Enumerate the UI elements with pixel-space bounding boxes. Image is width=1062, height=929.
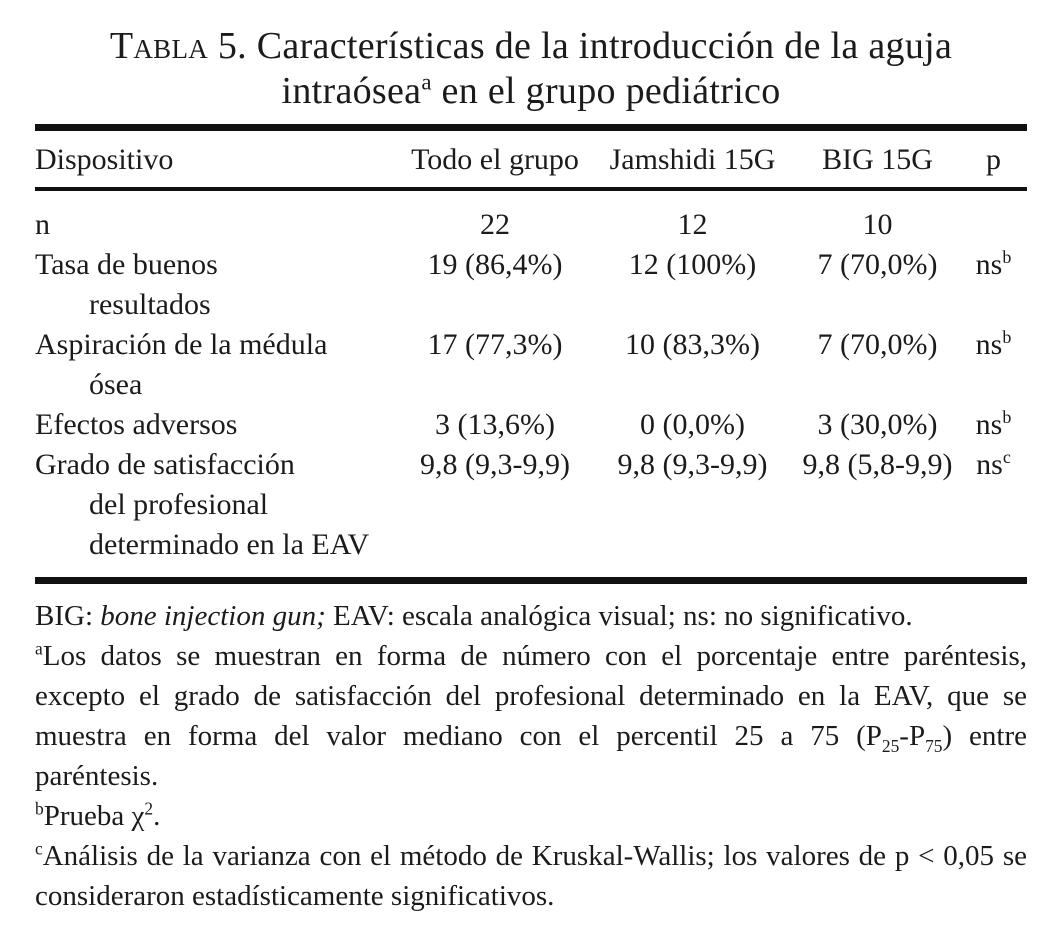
footnote-a-text-2: -P <box>899 720 926 752</box>
p-value-footnote-marker: c <box>1002 447 1011 467</box>
chi-squared-exponent: 2 <box>144 798 154 819</box>
row-label: Efectos adversos <box>35 405 400 445</box>
footnote-b: bPrueba χ2. <box>35 796 1027 836</box>
percentile-75-subscript: 75 <box>925 735 943 756</box>
row-label-line: n <box>35 208 50 241</box>
data-table: Dispositivo Todo el grupo Jamshidi 15G B… <box>35 124 1027 584</box>
cell-p-value: nsb <box>960 325 1027 405</box>
table-row-grado-satisfaccion: Grado de satisfacción del profesional de… <box>35 445 1027 581</box>
table-row-aspiracion-medula-osea: Aspiración de la médula ósea 17 (77,3%) … <box>35 325 1027 405</box>
p-value-text: ns <box>975 408 1003 441</box>
cell-p-value: nsb <box>960 245 1027 325</box>
col-header-todo-el-grupo: Todo el grupo <box>400 127 590 191</box>
col-header-big-15g: BIG 15G <box>795 127 960 191</box>
title-line2-post: en el grupo pediátrico <box>431 70 781 112</box>
col-header-jamshidi-15g: Jamshidi 15G <box>590 127 795 191</box>
footnote-a: aLos datos se muestran en forma de númer… <box>35 636 1027 796</box>
row-label: Grado de satisfacción del profesional de… <box>35 445 400 581</box>
cell-value: 19 (86,4%) <box>427 248 563 281</box>
col-header-p: p <box>960 127 1027 191</box>
p-value-text: ns <box>975 328 1003 361</box>
percentile-25-subscript: 25 <box>881 735 900 756</box>
footnote-a-text-1: Los datos se muestran en forma de número… <box>35 640 1027 752</box>
table-row-n: n 22 12 10 <box>35 189 1027 245</box>
cell-value: 9,8 (9,3-9,9) <box>617 448 768 481</box>
footnote-c-text: Análisis de la varianza con el método de… <box>35 840 1027 912</box>
row-label-line: del profesional <box>89 488 269 521</box>
table-title: Tabla 5. Características de la introducc… <box>35 24 1027 114</box>
cell-value: 9,8 (9,3-9,9) <box>420 448 570 481</box>
title-line2-pre: intraósea <box>281 70 422 112</box>
row-label-line: Tasa de buenos <box>35 248 218 281</box>
footnote-a-marker: a <box>35 638 43 659</box>
table-row-tasa-buenos-resultados: Tasa de buenos resultados 19 (86,4%) 12 … <box>35 245 1027 325</box>
p-value-text: ns <box>976 448 1003 481</box>
p-value-footnote-marker: b <box>1002 407 1012 427</box>
row-label-line: Efectos adversos <box>35 408 238 441</box>
footnote-b-marker: b <box>35 798 44 819</box>
cell-value: 12 <box>677 208 708 241</box>
footnote-b-text-1: Prueba χ <box>43 800 145 832</box>
cell-value: 22 <box>480 208 510 241</box>
row-label-line: Grado de satisfacción <box>35 448 295 481</box>
footnote-c-marker: c <box>35 838 43 859</box>
abbrev-post: EAV: escala analógica visual; ns: no sig… <box>325 600 913 632</box>
title-line-2: intraóseaa en el grupo pediátrico <box>35 69 1027 114</box>
p-value-text: ns <box>975 248 1003 281</box>
table-row-efectos-adversos: Efectos adversos 3 (13,6%) 0 (0,0%) 3 (3… <box>35 405 1027 445</box>
cell-p-value: nsb <box>960 405 1027 445</box>
cell-value: 17 (77,3%) <box>427 328 563 361</box>
cell-value: 0 (0,0%) <box>640 408 745 441</box>
row-label: Tasa de buenos resultados <box>35 245 400 325</box>
row-label-line: determinado en la EAV <box>89 528 370 561</box>
title-footnote-marker-a: a <box>421 69 432 95</box>
cell-value: 12 (100%) <box>628 248 757 281</box>
row-label: n <box>35 189 400 245</box>
footnote-c: cAnálisis de la varianza con el método d… <box>35 836 1027 916</box>
abbrev-pre: BIG: <box>35 600 101 632</box>
cell-value: 10 <box>862 208 893 241</box>
cell-p-value <box>960 189 1027 245</box>
row-label: Aspiración de la médula ósea <box>35 325 400 405</box>
footnote-abbreviations: BIG: bone injection gun; EAV: escala ana… <box>35 596 1027 636</box>
col-header-dispositivo: Dispositivo <box>35 127 400 191</box>
p-value-footnote-marker: b <box>1002 247 1012 267</box>
title-tabla-word: Tabla <box>109 25 209 67</box>
footnote-b-text-2: . <box>153 800 161 832</box>
footnotes-section: BIG: bone injection gun; EAV: escala ana… <box>35 596 1027 916</box>
row-label-line: ósea <box>89 368 143 401</box>
footnote-a-text-3: ) entre paréntesis. <box>35 720 1027 792</box>
title-line-1: Tabla 5. Características de la introducc… <box>35 24 1027 69</box>
p-value-footnote-marker: b <box>1002 327 1012 347</box>
cell-value: 7 (70,0%) <box>817 328 938 361</box>
cell-value: 7 (70,0%) <box>817 248 938 281</box>
title-line1-rest: 5. Características de la introducción de… <box>208 25 953 67</box>
cell-value: 10 (83,3%) <box>625 328 760 361</box>
cell-value: 9,8 (5,8-9,9) <box>802 448 953 481</box>
cell-value: 3 (13,6%) <box>435 408 555 441</box>
cell-value: 3 (30,0%) <box>817 408 938 441</box>
table-header-row: Dispositivo Todo el grupo Jamshidi 15G B… <box>35 127 1027 191</box>
abbrev-italic-term: bone injection gun; <box>100 600 326 632</box>
row-label-line: resultados <box>89 288 211 321</box>
cell-p-value: nsc <box>960 445 1027 581</box>
row-label-line: Aspiración de la médula <box>35 328 328 361</box>
